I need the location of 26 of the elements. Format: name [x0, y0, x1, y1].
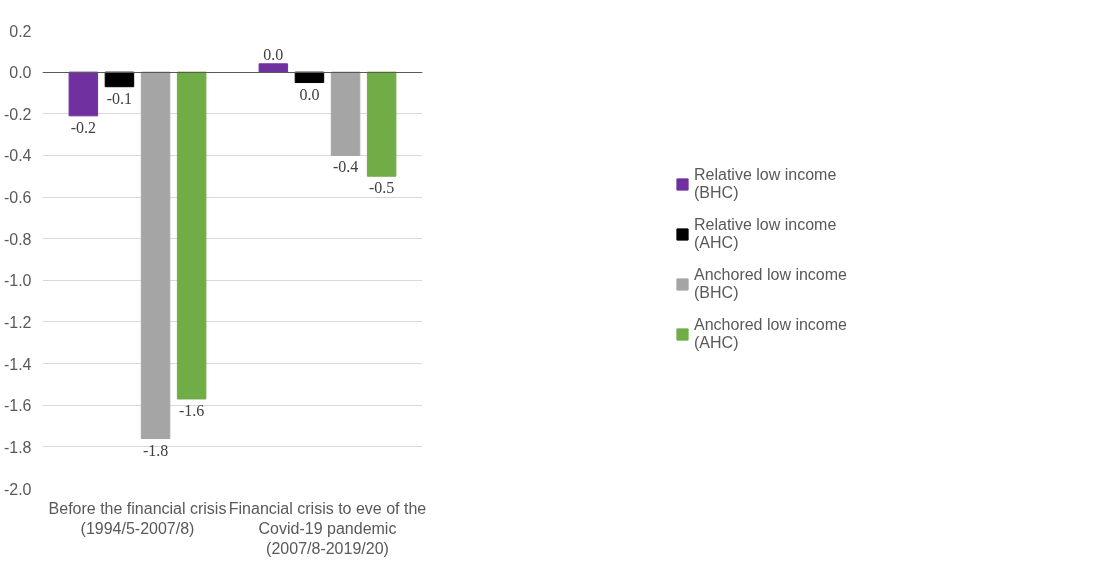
x-tick-label: Financial crisis to eve of the Covid-19 pandemic (2007/8-2019/20) [228, 499, 427, 558]
data-label: 0.0 [299, 85, 320, 103]
y-tick-label: -1.2 [3, 313, 32, 331]
data-label: -0.5 [368, 179, 395, 197]
y-tick-label: -2.0 [3, 480, 32, 498]
y-tick-label: -0.4 [3, 147, 32, 165]
data-label: 0.0 [263, 45, 284, 63]
y-tick-label: -1.4 [3, 355, 32, 373]
y-tick-label: -0.6 [3, 189, 32, 207]
y-tick-label: -0.8 [3, 230, 32, 248]
legend-label: Anchored low income (AHC) [694, 316, 847, 352]
data-label: -1.6 [178, 401, 205, 419]
y-tick-label: -1.6 [3, 397, 32, 415]
data-label: -1.8 [142, 441, 169, 459]
legend-label: Relative low income (BHC) [694, 166, 837, 202]
y-tick-label: -0.2 [3, 105, 32, 123]
legend-label: Anchored low income (BHC) [694, 266, 847, 302]
y-tick-label: -1.0 [3, 272, 32, 290]
y-tick-label: -1.8 [3, 438, 32, 456]
data-label: -0.4 [332, 158, 359, 176]
legend-label: Relative low income (AHC) [694, 216, 837, 252]
data-label: -0.1 [106, 89, 133, 107]
x-tick-label: Before the financial crisis (1994/5-2007/8) [48, 499, 227, 537]
data-label: -0.2 [70, 118, 97, 136]
y-tick-label: 0.2 [9, 22, 32, 40]
y-tick-label: 0.0 [9, 64, 32, 82]
